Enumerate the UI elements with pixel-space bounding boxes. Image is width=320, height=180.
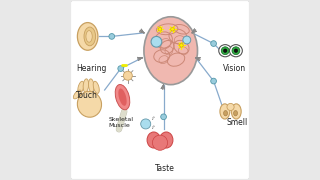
Circle shape [109,33,115,39]
Ellipse shape [77,22,98,50]
Circle shape [234,49,238,53]
Circle shape [124,71,132,80]
Circle shape [183,36,191,44]
Ellipse shape [219,45,232,57]
Circle shape [151,36,162,47]
Text: Hearing: Hearing [76,64,107,73]
Ellipse shape [73,90,81,99]
Circle shape [118,66,124,71]
Ellipse shape [84,27,96,46]
Ellipse shape [234,111,237,116]
Circle shape [158,28,162,31]
Text: Taste: Taste [155,164,174,173]
Text: Skeletal
Muscle: Skeletal Muscle [108,117,133,128]
Ellipse shape [144,17,197,85]
Ellipse shape [118,88,127,106]
Ellipse shape [86,31,92,42]
Ellipse shape [231,104,241,119]
Ellipse shape [93,81,99,93]
Ellipse shape [89,79,94,92]
Ellipse shape [224,111,228,116]
Ellipse shape [147,132,160,148]
Text: Vision: Vision [222,64,246,73]
Text: ⅈ⁺: ⅈ⁺ [151,116,156,121]
Text: Smell: Smell [226,118,247,127]
Circle shape [211,41,216,46]
Circle shape [180,44,183,47]
Ellipse shape [160,132,173,148]
Circle shape [141,119,151,129]
Ellipse shape [152,135,168,150]
FancyBboxPatch shape [71,1,249,179]
Ellipse shape [78,81,84,93]
Circle shape [232,47,240,55]
Circle shape [223,49,227,53]
Ellipse shape [83,79,89,92]
Circle shape [221,47,229,55]
Text: ⅈ⁺: ⅈ⁺ [151,125,156,130]
Ellipse shape [227,103,234,111]
Circle shape [171,28,174,31]
Circle shape [161,114,166,120]
Ellipse shape [229,45,242,57]
Ellipse shape [220,104,230,119]
Text: Touch: Touch [76,91,98,100]
Ellipse shape [115,85,130,110]
Ellipse shape [77,91,101,117]
Circle shape [211,78,216,84]
